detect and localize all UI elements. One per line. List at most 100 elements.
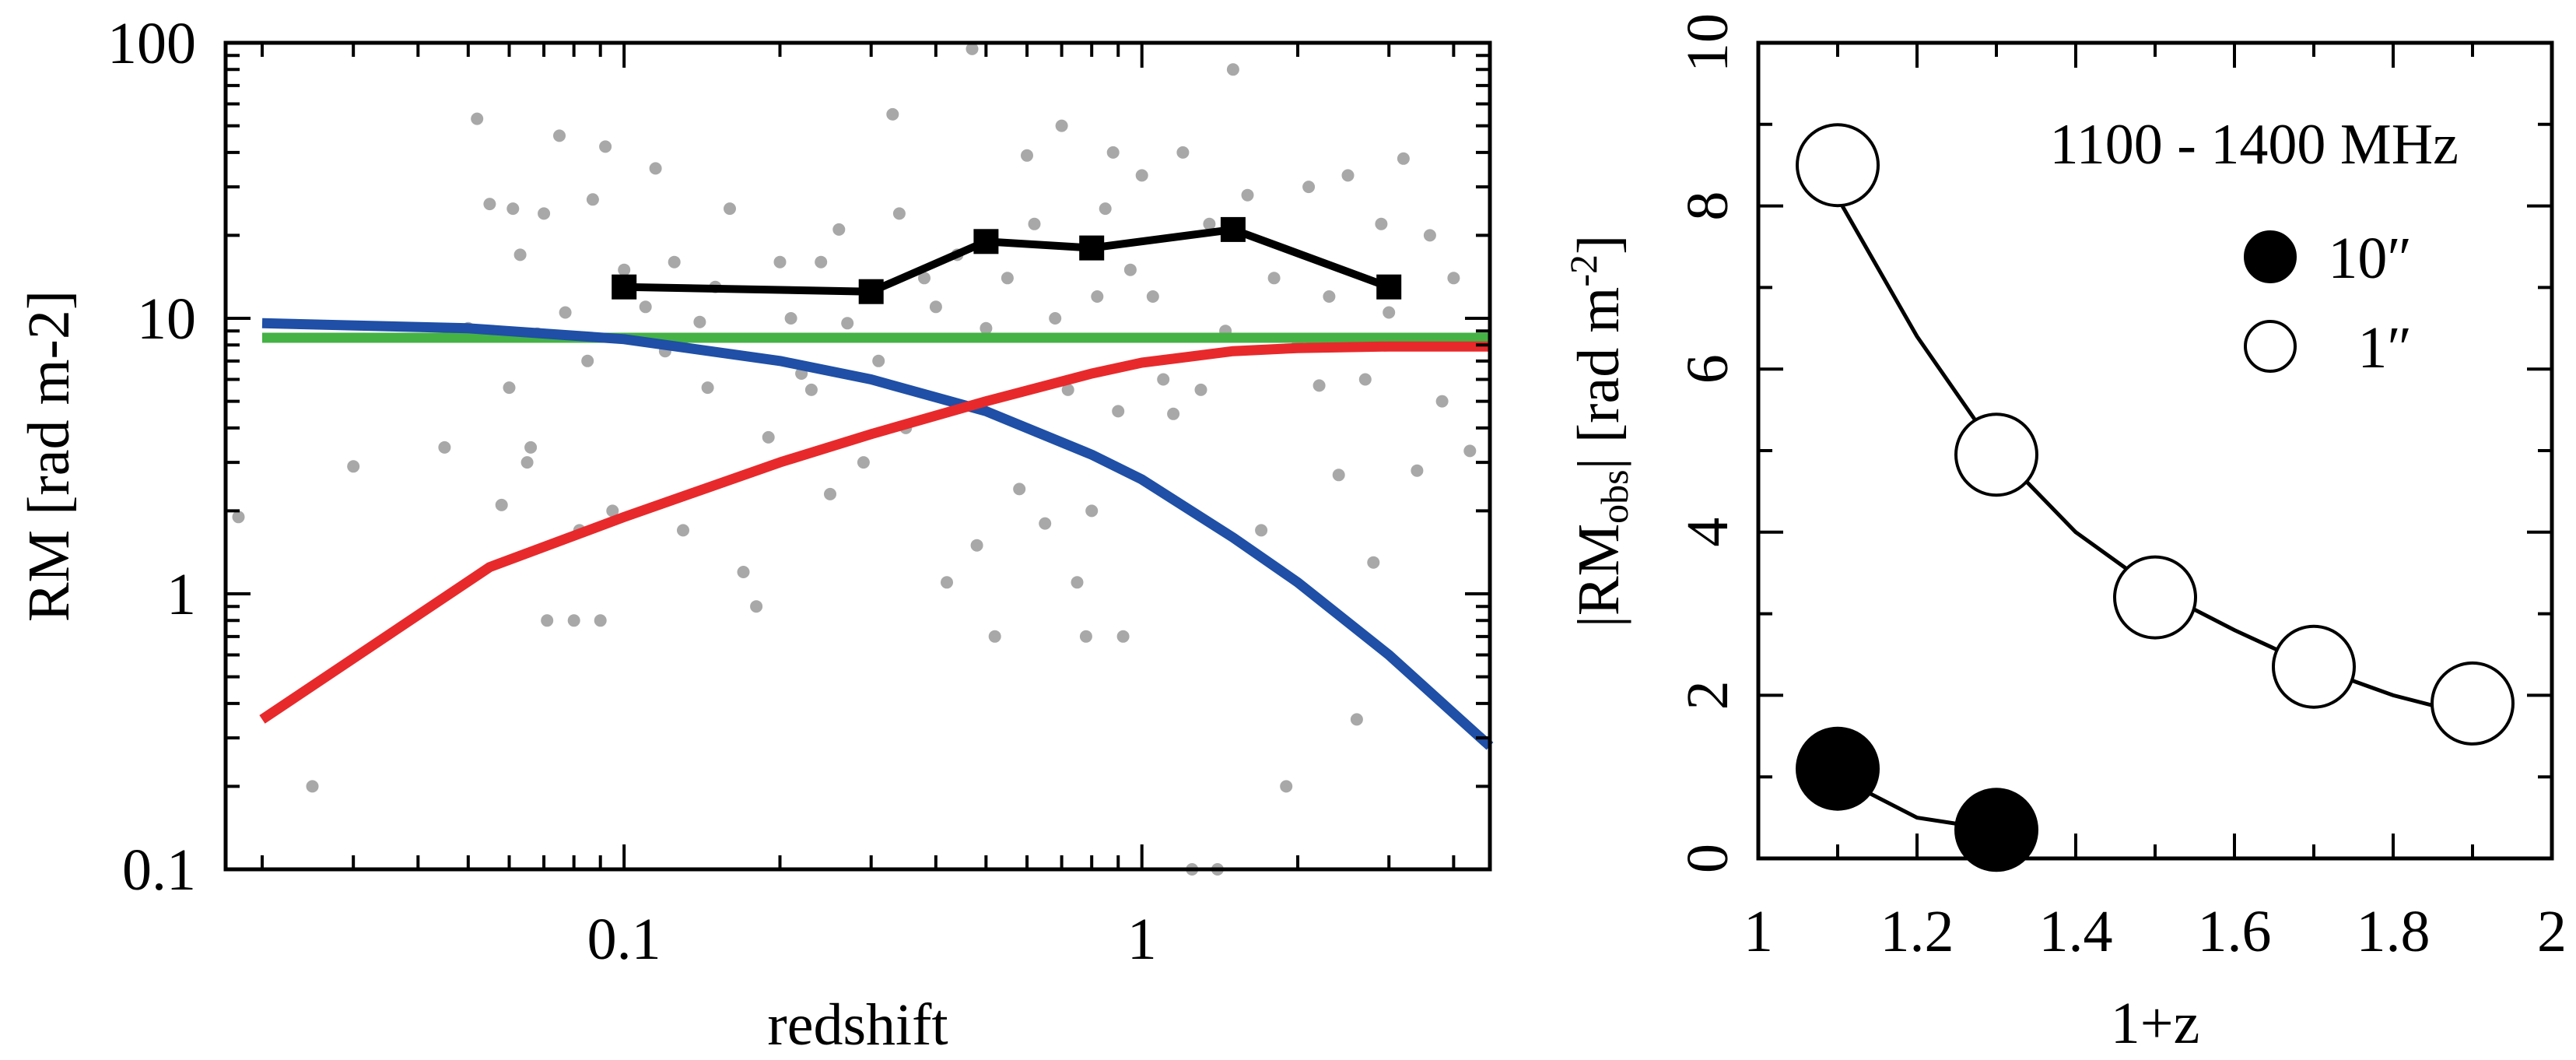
scatter-point-61 (1013, 483, 1026, 496)
y-tick-label: 2 (1675, 680, 1740, 710)
scatter-point-7 (495, 498, 508, 511)
scatter-point-77 (1135, 169, 1148, 182)
scatter-point-60 (1001, 272, 1014, 285)
frequency-band-annotation: 1100 - 1400 MHz (2050, 113, 2459, 177)
y-tick-label: 100 (107, 11, 196, 76)
scatter-point-105 (1423, 229, 1436, 242)
scatter-point-83 (1194, 383, 1207, 396)
scatter-point-23 (599, 140, 612, 153)
scatter-point-73 (1106, 146, 1120, 159)
scatter-point-8 (503, 381, 516, 395)
scatter-point-107 (1447, 272, 1460, 285)
scatter-point-94 (1313, 379, 1326, 392)
right-panel-rm-vs-1plusz: 1 1.2 1.4 1.6 1.8 2 0 2 4 6 8 10 1100 - 1400 MHz 10… (1561, 13, 2567, 1056)
y-tick-label: 10 (137, 286, 196, 352)
y-label-main: |RM (1566, 524, 1631, 627)
scatter-point-75 (1116, 630, 1130, 643)
scatter-point-103 (1397, 152, 1410, 165)
scatter-point-47 (872, 354, 885, 367)
scatter-point-34 (724, 202, 736, 216)
y-tick-label: 1 (166, 562, 196, 627)
scatter-point-68 (1071, 576, 1084, 589)
binned-marker-5 (1376, 274, 1402, 300)
scatter-point-49 (892, 207, 906, 220)
scatter-point-21 (586, 193, 599, 206)
scatter-point-99 (1358, 373, 1372, 386)
scatter-point-108 (1463, 444, 1477, 458)
scatter-point-70 (1085, 504, 1099, 518)
scatter-point-48 (886, 107, 899, 121)
open-circle-point-4 (2431, 661, 2515, 746)
scatter-point-91 (1280, 780, 1293, 793)
scatter-point-102 (1383, 306, 1396, 319)
left-model-lines (259, 216, 1494, 750)
scatter-point-63 (1028, 217, 1041, 230)
open-circle-point-1 (1954, 412, 2038, 497)
y-tick-label: 6 (1675, 354, 1740, 384)
open-circle-legend-icon (2244, 320, 2297, 373)
legend: 10″1″ (2244, 226, 2412, 381)
scatter-point-14 (538, 207, 551, 220)
x-tick-label: 1.8 (2357, 899, 2431, 964)
scatter-point-39 (784, 312, 797, 325)
y-label-close: ] (1566, 235, 1631, 254)
x-tick-label: 0.1 (587, 907, 661, 972)
binned-marker-4 (1220, 216, 1246, 242)
y-tick-label: 8 (1675, 191, 1740, 221)
y-tick-label: 10 (1675, 13, 1740, 72)
binned-marker-2 (973, 229, 999, 254)
scatter-point-79 (1157, 373, 1170, 386)
left-panel-rm-vs-redshift: 0.1 1 0.1 1 10 100 redshift RM [rad m-2] (16, 11, 1494, 1058)
scatter-point-88 (1241, 188, 1254, 202)
left-x-axis-label: redshift (767, 992, 948, 1058)
scatter-point-76 (1123, 263, 1137, 276)
scatter-point-62 (1021, 149, 1033, 162)
scatter-point-22 (594, 614, 607, 627)
scatter-point-0 (232, 511, 245, 524)
scatter-point-1 (306, 780, 319, 793)
scatter-point-25 (618, 263, 631, 276)
left-axis-ticks (226, 43, 1490, 871)
scatter-point-67 (1061, 383, 1074, 396)
filled-circle-point-0 (1796, 726, 1880, 811)
left-y-axis-label: RM [rad m-2] (16, 290, 82, 622)
scatter-point-98 (1350, 713, 1363, 726)
scatter-point-53 (941, 576, 953, 589)
scatter-point-26 (639, 300, 652, 314)
scatter-point-30 (677, 524, 689, 537)
y-label-rest: | [rad m (1566, 287, 1631, 470)
legend-label-1: 1″ (2357, 315, 2412, 381)
binned-marker-1 (858, 279, 884, 304)
scatter-point-45 (841, 317, 854, 330)
scatter-point-15 (541, 614, 554, 627)
x-tick-label: 1.4 (2039, 899, 2113, 964)
scatter-point-27 (649, 162, 662, 175)
y-tick-label: 4 (1675, 518, 1740, 547)
open-circle-point-3 (2272, 624, 2356, 709)
scatter-point-29 (668, 255, 681, 269)
scatter-point-96 (1332, 469, 1345, 482)
scatter-point-37 (762, 430, 775, 444)
blue-model-line (261, 318, 1494, 750)
right-y-axis-label: |RMobs| [rad m-2] (1561, 235, 1636, 628)
y-label-superscript: -2 (1561, 254, 1605, 287)
binned-marker-3 (1079, 235, 1105, 261)
scatter-point-74 (1112, 405, 1125, 418)
scatter-point-69 (1079, 630, 1092, 643)
scatter-point-44 (832, 223, 846, 236)
scatter-point-6 (483, 198, 496, 211)
scatter-point-80 (1167, 407, 1180, 420)
scatter-point-3 (438, 440, 451, 454)
scatter-point-41 (804, 383, 818, 396)
scatter-point-51 (918, 272, 931, 285)
scatter-point-32 (701, 381, 714, 395)
scatter-point-106 (1435, 395, 1449, 408)
left-tick-labels: 0.1 1 0.1 1 10 100 (107, 11, 1157, 972)
scatter-point-57 (970, 539, 983, 552)
y-tick-label: 0 (1675, 844, 1740, 873)
scatter-point-16 (553, 129, 566, 142)
scatter-point-12 (524, 440, 538, 454)
scatter-point-10 (513, 248, 527, 261)
right-plot-frame (1756, 40, 2554, 861)
